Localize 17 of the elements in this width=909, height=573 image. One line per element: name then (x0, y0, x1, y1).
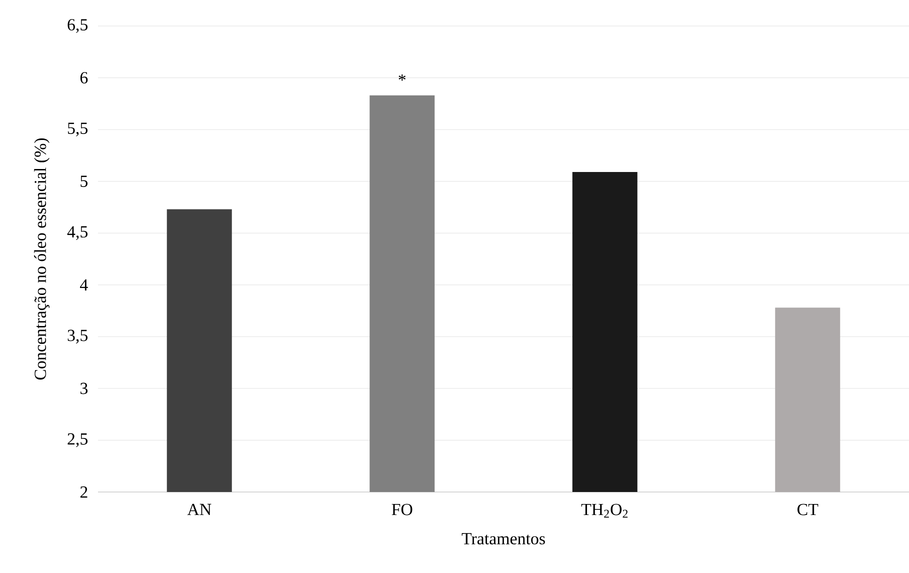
x-tick-label: AN (187, 504, 212, 516)
y-tick-label: 3 (80, 382, 88, 394)
y-tick-label: 5 (80, 176, 88, 187)
y-tick-label: 2 (80, 486, 88, 498)
y-tick-label: 5,5 (68, 122, 88, 136)
x-axis-title: Tratamentos (462, 533, 545, 544)
y-axis-title: Concentração no óleo essencial (%) (34, 138, 50, 380)
x-tick-label: TH$_{2}$O$_{2}$ (581, 504, 628, 518)
y-tick-label: 6 (80, 72, 88, 84)
y-tick-label: 4,5 (67, 226, 88, 240)
x-tick-label: CT (797, 504, 818, 516)
y-tick-label: 4 (80, 279, 88, 290)
y-tick-label: 2,5 (68, 433, 88, 448)
x-tick-label: FO (392, 504, 412, 516)
y-tick-label: 3,5 (68, 330, 88, 344)
y-tick-label: 6,5 (68, 19, 88, 33)
annotation: * (398, 74, 406, 81)
